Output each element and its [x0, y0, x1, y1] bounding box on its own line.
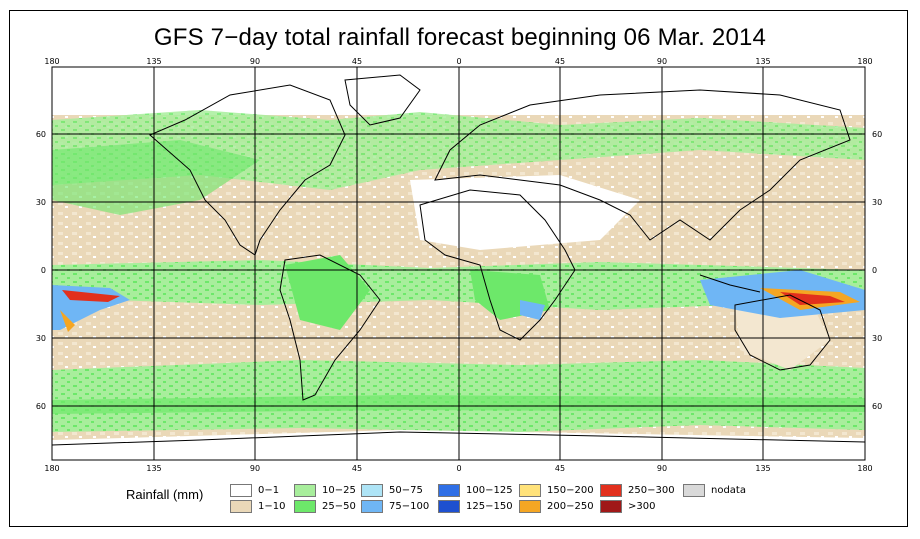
lon-tick-label: 90	[250, 57, 260, 66]
map-title: GFS 7−day total rainfall forecast beginn…	[153, 24, 767, 51]
legend-swatch	[519, 500, 541, 513]
lon-tick-label: 90	[657, 57, 667, 66]
legend-swatch	[294, 500, 316, 513]
legend-swatch	[230, 484, 252, 497]
legend-swatch	[438, 500, 460, 513]
legend-swatch	[294, 484, 316, 497]
lon-tick-label: 0	[456, 57, 461, 66]
lat-tick-label: 60	[872, 130, 882, 139]
legend-label: 250−300	[628, 485, 675, 496]
lat-ticks-left: 60 30 0 30 60	[36, 130, 46, 411]
graticule	[51, 66, 866, 461]
lon-tick-label: 45	[555, 57, 565, 66]
lon-tick-label: 90	[250, 464, 260, 473]
legend-swatch	[600, 484, 622, 497]
legend-swatch	[600, 500, 622, 513]
legend-label: nodata	[711, 485, 746, 496]
lon-tick-label: 180	[857, 57, 872, 66]
lon-tick-label: 180	[44, 57, 59, 66]
lat-tick-label: 0	[872, 266, 877, 275]
lat-tick-label: 30	[872, 198, 882, 207]
legend-label: 10−25	[322, 485, 356, 496]
legend-swatch	[230, 500, 252, 513]
lon-tick-label: 180	[44, 464, 59, 473]
legend-label: 200−250	[547, 501, 594, 512]
lon-ticks-top: 180 135 90 45 0 45 90 135 180	[44, 57, 872, 66]
lon-tick-label: 45	[352, 57, 362, 66]
lat-tick-label: 30	[872, 334, 882, 343]
legend-label: 25−50	[322, 501, 356, 512]
coastlines	[52, 74, 865, 446]
lon-tick-label: 45	[555, 464, 565, 473]
legend-label: 50−75	[389, 485, 423, 496]
lon-tick-label: 135	[755, 464, 770, 473]
lon-ticks-bottom: 180 135 90 45 0 45 90 135 180	[44, 464, 872, 473]
lon-tick-label: 135	[755, 57, 770, 66]
legend-label: 0−1	[258, 485, 280, 496]
lon-tick-label: 45	[352, 464, 362, 473]
lat-tick-label: 30	[36, 334, 46, 343]
legend-label: 125−150	[466, 501, 513, 512]
lat-tick-label: 60	[36, 402, 46, 411]
legend-swatch	[438, 484, 460, 497]
lon-tick-label: 135	[146, 464, 161, 473]
legend-label: 75−100	[389, 501, 430, 512]
legend-label: >300	[628, 501, 656, 512]
lat-tick-label: 30	[36, 198, 46, 207]
lat-tick-label: 0	[41, 266, 46, 275]
legend-swatch	[361, 500, 383, 513]
lon-tick-label: 90	[657, 464, 667, 473]
legend-swatch	[519, 484, 541, 497]
legend-swatch	[361, 484, 383, 497]
legend-label: 150−200	[547, 485, 594, 496]
lon-tick-label: 135	[146, 57, 161, 66]
lon-tick-label: 180	[857, 464, 872, 473]
legend-label: 1−10	[258, 501, 286, 512]
lat-ticks-right: 60 30 0 30 60	[872, 130, 882, 411]
lat-tick-label: 60	[872, 402, 882, 411]
legend-label: 100−125	[466, 485, 513, 496]
lon-tick-label: 0	[456, 464, 461, 473]
legend-swatch	[683, 484, 705, 497]
legend-title: Rainfall (mm)	[126, 487, 204, 502]
lat-tick-label: 60	[36, 130, 46, 139]
figure-frame	[9, 10, 908, 527]
